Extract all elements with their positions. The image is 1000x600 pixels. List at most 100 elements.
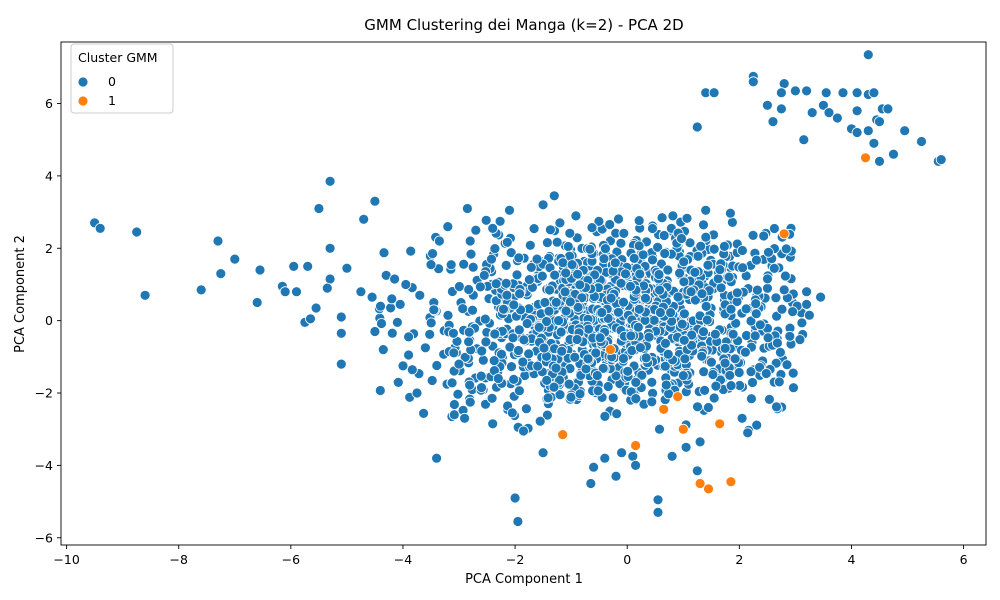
data-point-cluster-0 xyxy=(291,286,302,298)
data-point-cluster-0 xyxy=(513,324,525,336)
data-point-cluster-0 xyxy=(750,298,762,310)
legend-box xyxy=(70,43,174,114)
data-point-cluster-0 xyxy=(490,278,502,290)
data-point-cluster-0 xyxy=(935,154,947,166)
data-point-cluster-0 xyxy=(532,360,544,372)
data-point-cluster-0 xyxy=(725,303,737,315)
y-tick-label: −4 xyxy=(35,458,53,473)
data-point-cluster-0 xyxy=(763,246,774,258)
data-point-cluster-0 xyxy=(770,292,782,304)
data-point-cluster-0 xyxy=(335,327,347,339)
data-point-cluster-0 xyxy=(487,222,499,234)
data-point-cluster-0 xyxy=(507,332,519,344)
data-point-cluster-0 xyxy=(355,286,367,298)
data-point-cluster-1 xyxy=(605,344,616,356)
data-point-cluster-0 xyxy=(464,396,476,408)
data-point-cluster-0 xyxy=(610,470,622,482)
data-point-cluster-0 xyxy=(448,409,460,421)
data-point-cluster-0 xyxy=(428,304,440,316)
data-point-cluster-0 xyxy=(692,401,703,413)
data-point-cluster-0 xyxy=(658,230,670,241)
data-point-cluster-1 xyxy=(672,391,684,403)
data-point-cluster-0 xyxy=(465,248,477,260)
data-point-cluster-0 xyxy=(580,363,592,375)
data-point-cluster-0 xyxy=(478,269,490,281)
data-point-cluster-0 xyxy=(700,231,712,243)
data-point-cluster-0 xyxy=(506,407,518,419)
data-point-cluster-0 xyxy=(475,370,487,382)
data-point-cluster-0 xyxy=(615,277,627,289)
data-point-cluster-0 xyxy=(324,242,336,254)
data-point-cluster-0 xyxy=(676,318,688,330)
data-point-cluster-0 xyxy=(508,299,520,311)
data-point-cluster-0 xyxy=(776,303,788,315)
data-point-cluster-0 xyxy=(708,392,720,404)
data-point-cluster-0 xyxy=(518,425,529,437)
y-tick-label: 2 xyxy=(45,241,53,256)
data-point-cluster-0 xyxy=(801,298,812,310)
data-point-cluster-0 xyxy=(385,302,397,314)
data-point-cluster-0 xyxy=(548,190,560,202)
data-point-cluster-0 xyxy=(868,137,880,149)
data-point-cluster-0 xyxy=(523,348,535,360)
data-point-cluster-0 xyxy=(536,270,548,282)
data-point-cluster-0 xyxy=(762,99,773,111)
legend-label-cluster-0: 0 xyxy=(108,74,116,89)
data-point-cluster-0 xyxy=(542,392,554,404)
data-point-cluster-0 xyxy=(467,304,478,316)
data-point-cluster-0 xyxy=(563,378,575,390)
data-point-cluster-0 xyxy=(480,336,492,348)
data-point-cluster-0 xyxy=(414,289,426,301)
data-point-cluster-0 xyxy=(528,223,540,235)
data-point-cluster-0 xyxy=(778,78,790,89)
data-point-cluster-0 xyxy=(537,199,549,211)
data-point-cluster-0 xyxy=(596,307,608,318)
data-point-cluster-0 xyxy=(678,334,690,346)
data-point-cluster-0 xyxy=(620,268,631,280)
data-point-cluster-0 xyxy=(815,291,826,303)
data-point-cluster-0 xyxy=(736,412,748,424)
data-point-cluster-0 xyxy=(599,452,611,464)
data-point-cluster-0 xyxy=(514,385,525,397)
data-point-cluster-0 xyxy=(419,342,431,354)
data-point-cluster-0 xyxy=(392,376,404,388)
data-point-cluster-0 xyxy=(588,461,599,473)
data-point-cluster-0 xyxy=(775,346,786,358)
data-point-cluster-0 xyxy=(486,392,498,404)
data-point-cluster-0 xyxy=(442,309,454,321)
data-point-cluster-0 xyxy=(677,370,689,382)
data-point-cluster-0 xyxy=(512,516,524,527)
data-point-cluster-0 xyxy=(521,318,533,329)
data-point-cluster-0 xyxy=(517,356,529,368)
data-point-cluster-0 xyxy=(674,267,685,279)
data-point-cluster-0 xyxy=(476,382,487,394)
data-point-cluster-1 xyxy=(694,478,706,489)
data-point-cluster-0 xyxy=(602,381,614,392)
y-tick-label: 4 xyxy=(45,168,53,183)
data-point-cluster-0 xyxy=(313,203,325,214)
data-point-cluster-0 xyxy=(463,326,475,338)
data-point-cluster-0 xyxy=(679,353,691,365)
data-point-cluster-0 xyxy=(572,268,583,280)
data-point-cluster-0 xyxy=(403,331,415,343)
data-point-cluster-0 xyxy=(784,330,796,342)
data-point-cluster-0 xyxy=(633,215,645,227)
data-point-cluster-0 xyxy=(659,248,671,259)
data-point-cluster-0 xyxy=(628,252,640,264)
data-point-cluster-0 xyxy=(719,240,730,252)
data-point-cluster-0 xyxy=(508,373,520,385)
data-point-cluster-0 xyxy=(463,284,475,295)
data-point-cluster-0 xyxy=(798,134,810,146)
data-point-cluster-0 xyxy=(652,494,664,506)
data-point-cluster-0 xyxy=(418,407,430,419)
data-point-cluster-0 xyxy=(411,387,423,399)
data-point-cluster-0 xyxy=(524,239,536,251)
data-point-cluster-0 xyxy=(794,334,806,346)
data-point-cluster-0 xyxy=(719,342,731,354)
data-point-cluster-0 xyxy=(463,336,475,348)
data-point-cluster-0 xyxy=(335,311,347,323)
data-point-cluster-0 xyxy=(513,252,525,264)
y-tick-label: −2 xyxy=(35,386,53,401)
data-point-cluster-0 xyxy=(737,262,748,274)
data-point-cluster-0 xyxy=(727,328,739,340)
